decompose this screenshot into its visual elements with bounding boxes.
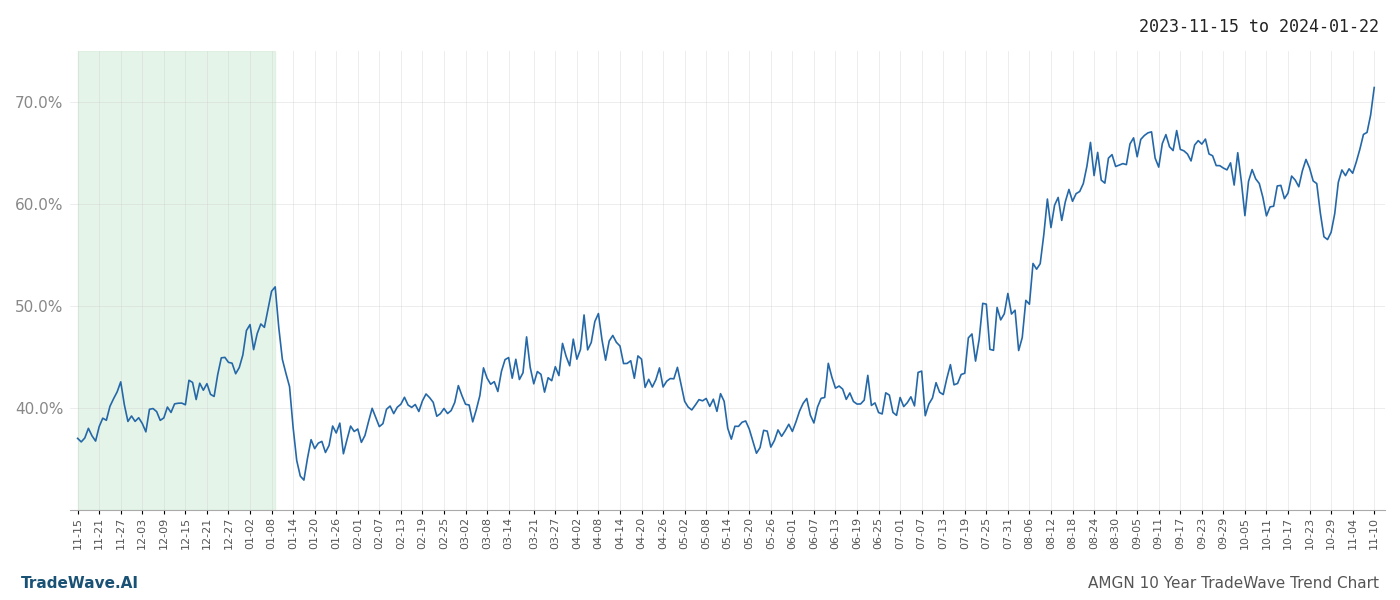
Text: TradeWave.AI: TradeWave.AI <box>21 576 139 591</box>
Bar <box>77 51 276 509</box>
Text: AMGN 10 Year TradeWave Trend Chart: AMGN 10 Year TradeWave Trend Chart <box>1088 576 1379 591</box>
Text: 2023-11-15 to 2024-01-22: 2023-11-15 to 2024-01-22 <box>1140 18 1379 36</box>
